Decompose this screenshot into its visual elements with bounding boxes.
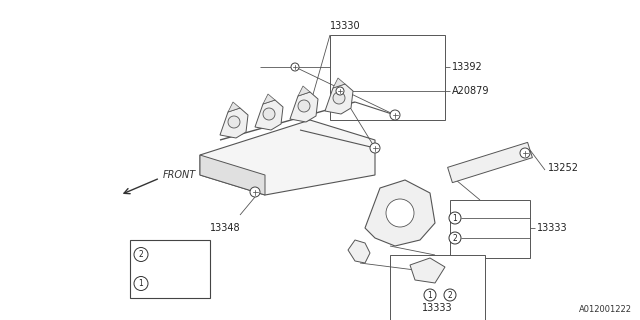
Bar: [330, 35, 445, 120]
Polygon shape: [325, 84, 353, 114]
Polygon shape: [263, 94, 275, 104]
Text: 2: 2: [139, 250, 143, 259]
Text: A012001222: A012001222: [579, 305, 632, 314]
Circle shape: [291, 63, 299, 71]
Circle shape: [444, 289, 456, 301]
Polygon shape: [365, 180, 435, 246]
Text: 13234: 13234: [158, 250, 186, 259]
Circle shape: [386, 199, 414, 227]
Circle shape: [228, 116, 240, 128]
Circle shape: [333, 92, 345, 104]
Text: FRONT: FRONT: [163, 170, 196, 180]
Polygon shape: [200, 120, 375, 195]
Circle shape: [449, 232, 461, 244]
Circle shape: [134, 247, 148, 261]
Polygon shape: [410, 258, 445, 283]
Circle shape: [424, 289, 436, 301]
Text: 13330: 13330: [330, 21, 360, 31]
Circle shape: [263, 108, 275, 120]
Polygon shape: [255, 100, 283, 130]
Polygon shape: [290, 92, 318, 122]
Polygon shape: [228, 102, 240, 112]
Circle shape: [298, 100, 310, 112]
Text: 2: 2: [452, 234, 458, 243]
Polygon shape: [447, 142, 532, 183]
Text: 13333: 13333: [537, 223, 568, 233]
Bar: [390, 255, 485, 320]
Text: 13333: 13333: [422, 303, 452, 313]
Text: 13252: 13252: [548, 163, 579, 173]
Text: C0062: C0062: [158, 279, 187, 288]
Circle shape: [250, 187, 260, 197]
Polygon shape: [348, 240, 370, 263]
Circle shape: [336, 87, 344, 95]
Bar: [130, 240, 210, 298]
Text: 2: 2: [447, 291, 452, 300]
Text: 1: 1: [452, 213, 458, 222]
Circle shape: [520, 148, 530, 158]
Polygon shape: [298, 86, 310, 96]
Bar: [450, 200, 530, 258]
Polygon shape: [220, 108, 248, 138]
Circle shape: [370, 143, 380, 153]
Circle shape: [390, 110, 400, 120]
Circle shape: [449, 212, 461, 224]
Text: 1: 1: [428, 291, 433, 300]
Text: A20879: A20879: [452, 86, 490, 96]
Text: 13348: 13348: [210, 223, 240, 233]
Circle shape: [134, 276, 148, 291]
Text: 1: 1: [139, 279, 143, 288]
Polygon shape: [333, 78, 345, 88]
Polygon shape: [200, 155, 265, 195]
Text: 13392: 13392: [452, 62, 483, 72]
